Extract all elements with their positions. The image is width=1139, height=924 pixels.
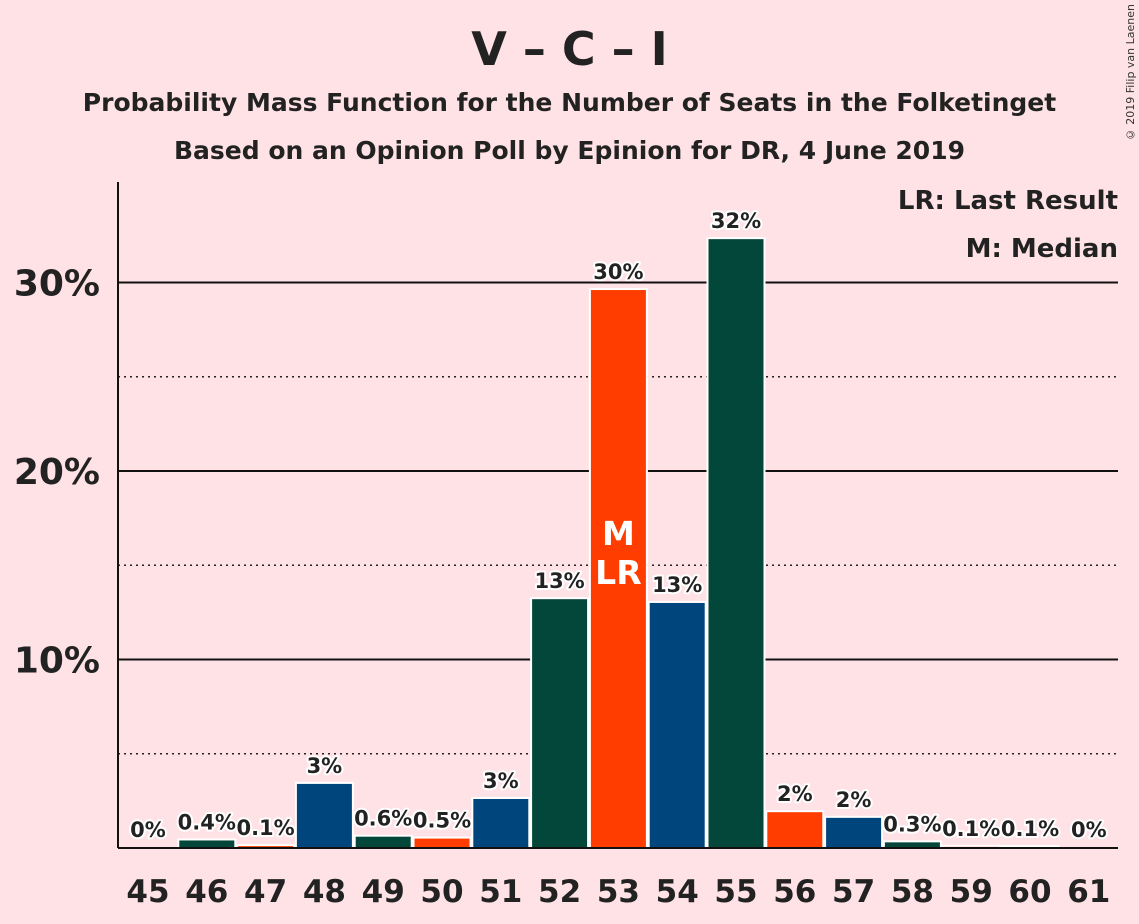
x-tick-label: 54: [656, 874, 699, 910]
value-label-halo: 0%: [1071, 818, 1107, 842]
last-result-marker: LR: [595, 553, 641, 592]
bar: [355, 836, 411, 848]
x-tick-label: 56: [773, 874, 816, 910]
axes: 10% 20% 30% 45 46 47 48 49 50 51 52 53 54 55 56 57 58 59 6…: [14, 182, 1118, 910]
value-label: 0.1%: [236, 816, 294, 840]
value-label: 32%: [711, 209, 761, 233]
value-label-halo: 3%: [483, 769, 519, 793]
value-label: 0.3%: [883, 812, 941, 836]
value-label-halo: 0.1%: [942, 817, 1000, 841]
x-tick-label: 57: [832, 874, 875, 910]
value-label: 0%: [130, 818, 166, 842]
chart-title: V – C – I: [471, 22, 668, 76]
bar: [884, 842, 940, 848]
bars: [177, 237, 1060, 848]
y-tick-label: 20%: [14, 452, 100, 493]
bar: [767, 812, 823, 848]
value-label-halo: 0.5%: [413, 809, 471, 833]
x-tick-label: 48: [303, 874, 346, 910]
value-label: 30%: [593, 260, 643, 284]
value-label: 0.6%: [354, 807, 412, 831]
chart-subtitle-2: Based on an Opinion Poll by Epinion for …: [174, 136, 965, 165]
value-label-halo: 32%: [711, 209, 761, 233]
value-label-halo: 3%: [307, 754, 343, 778]
x-tick-label: 49: [362, 874, 405, 910]
value-label: 13%: [534, 569, 584, 593]
bar: [414, 838, 470, 848]
value-label-halo: 0.1%: [236, 816, 294, 840]
x-tick-label: 47: [244, 874, 287, 910]
value-label: 0.4%: [178, 810, 236, 834]
bar: [532, 599, 588, 848]
value-label-halo: 0.6%: [354, 807, 412, 831]
bar: [649, 602, 705, 848]
bar: [179, 840, 235, 848]
median-marker: M: [602, 514, 635, 553]
value-label-halo: 13%: [652, 573, 702, 597]
x-tick-label: 58: [891, 874, 934, 910]
bar-halo: [236, 844, 296, 848]
bar: [590, 290, 646, 848]
value-label: 0.5%: [413, 809, 471, 833]
x-tick-label: 53: [597, 874, 640, 910]
value-label: 3%: [307, 754, 343, 778]
value-labels: 0%0% 0.4%0.4% 0.1%0.1%3%3%0.6%0.6% 0.5%0.5%…: [128, 207, 1108, 844]
value-label: 0.1%: [942, 817, 1000, 841]
legend-last-result: LR: Last Result: [898, 186, 1118, 216]
bar: [296, 783, 352, 848]
x-tick-label: 45: [126, 874, 169, 910]
value-label-halo: 2%: [836, 788, 872, 812]
legend-median: M: Median: [966, 234, 1118, 264]
x-tick-label: 55: [714, 874, 757, 910]
x-tick-label: 52: [538, 874, 581, 910]
legend: LR: Last Result M: Median: [898, 186, 1118, 264]
value-label: 2%: [777, 782, 813, 806]
y-tick-label: 30%: [14, 264, 100, 305]
value-label-halo: 0.1%: [1001, 817, 1059, 841]
x-tick-label: 59: [950, 874, 993, 910]
value-label-halo: 2%: [777, 782, 813, 806]
value-label-halo: 0.3%: [883, 812, 941, 836]
value-label: 0.1%: [1001, 817, 1059, 841]
y-tick-label: 10%: [14, 641, 100, 682]
bar: [708, 239, 764, 848]
x-tick-label: 60: [1008, 874, 1051, 910]
bar-halo: [941, 844, 1001, 848]
value-label-halo: 13%: [534, 569, 584, 593]
x-tick-label: 61: [1067, 874, 1110, 910]
value-label: 13%: [652, 573, 702, 597]
value-label: 2%: [836, 788, 872, 812]
bar: [826, 817, 882, 848]
bar: [473, 798, 529, 848]
value-label-halo: 0%: [130, 818, 166, 842]
chart-subtitle: Probability Mass Function for the Number…: [82, 88, 1057, 117]
value-label-halo: 30%: [593, 260, 643, 284]
x-tick-label: 46: [185, 874, 228, 910]
bar-halo: [1000, 845, 1060, 848]
x-tick-label: 51: [479, 874, 522, 910]
x-tick-label: 50: [420, 874, 463, 910]
value-label: 3%: [483, 769, 519, 793]
value-label-halo: 0.4%: [178, 810, 236, 834]
value-label: 0%: [1071, 818, 1107, 842]
